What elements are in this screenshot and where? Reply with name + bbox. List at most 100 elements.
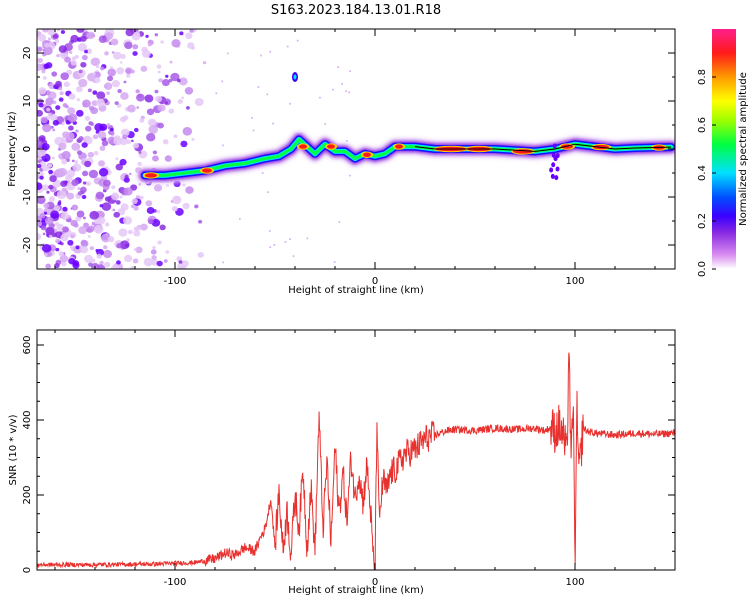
noise-blob [44,158,48,162]
noise-blob [180,140,188,148]
noise-blob [155,95,163,103]
noise-blob [41,69,46,74]
noise-blob [37,182,43,191]
noise-blob [98,168,109,177]
noise-blob [84,254,94,263]
noise-blob [72,260,80,267]
noise-blob [127,229,133,235]
noise-blob [170,72,180,82]
noise-blob [75,129,79,133]
noise-blob [77,196,81,199]
noise-dot [318,96,321,99]
noise-blob [37,139,44,149]
noise-blob [81,54,88,61]
noise-blob [184,86,194,95]
noise-blob [122,134,128,140]
noise-blob [100,66,105,71]
noise-blob [164,101,168,105]
noise-blob [197,252,204,258]
noise-blob [76,210,85,218]
noise-blob [116,103,122,108]
noise-blob [146,206,155,215]
spectrogram-xlabel: Height of straight line (km) [288,285,424,296]
noise-dot [226,52,229,55]
noise-blob [68,125,74,131]
noise-blob [43,202,50,209]
noise-blob [107,68,117,77]
noise-blob [150,249,157,255]
noise-blob [70,39,74,43]
noise-blob [76,86,83,93]
noise-blob [96,91,106,100]
noise-blobs [37,29,352,269]
snr-ytick-label: 200 [22,485,33,504]
noise-blob [37,46,43,52]
noise-blob [42,76,47,80]
noise-blob [111,80,120,88]
noise-blob [86,225,95,233]
noise-blob [78,78,88,88]
noise-blob [60,30,66,34]
noise-blob [113,211,120,218]
ridge-spur [553,155,558,161]
spectrogram-ytick-label: 10 [22,95,33,108]
noise-blob [82,181,87,185]
noise-blob [104,82,113,91]
noise-blob [132,44,139,50]
noise-blob [186,106,190,110]
noise-blob [120,92,129,100]
noise-blob [110,66,114,70]
ridge-spur [549,167,554,173]
noise-blob [42,232,46,236]
noise-dot [222,261,225,264]
noise-blob [171,39,181,48]
noise-blob [176,256,183,262]
isolated-feature-core [293,74,297,80]
noise-blob [62,226,69,233]
noise-blob [45,226,55,236]
noise-dot [261,171,264,174]
noise-blob [160,40,164,44]
noise-blob [104,32,114,40]
noise-blob [66,192,75,200]
noise-blob [38,102,44,108]
noise-blob [76,109,84,117]
spectrogram-ytick-label: 0 [22,146,33,152]
noise-blob [147,42,152,47]
noise-blob [41,243,52,253]
noise-blob [82,32,86,36]
noise-blob [110,131,115,136]
noise-blob [89,210,100,220]
noise-blob [52,33,59,39]
noise-blob [115,157,119,160]
noise-blob [132,258,139,264]
noise-dot [257,85,260,88]
noise-blob [107,236,115,243]
ridge-hot-core [395,144,403,149]
noise-blob [93,151,99,156]
noise-blob [47,29,56,36]
noise-blob [181,96,185,100]
noise-blob [94,227,101,233]
noise-blob [45,62,53,69]
noise-blob [112,208,116,212]
noise-dot [289,238,292,241]
colorbar-tick-label: 0.4 [697,165,708,181]
noise-dot [345,139,348,142]
noise-blob [146,133,156,142]
noise-blob [92,90,98,95]
noise-blob [73,223,79,228]
noise-blob [87,88,92,93]
noise-blob [194,97,204,107]
noise-blob [156,64,162,69]
noise-blob [122,216,133,225]
snr-line [37,352,675,570]
noise-blob [44,42,50,48]
spectrogram-xtick-label: 100 [565,276,584,287]
noise-blob [133,205,139,211]
noise-blob [51,71,58,77]
noise-blob [154,89,159,94]
noise-dot [221,144,224,147]
noise-blob [96,264,106,269]
